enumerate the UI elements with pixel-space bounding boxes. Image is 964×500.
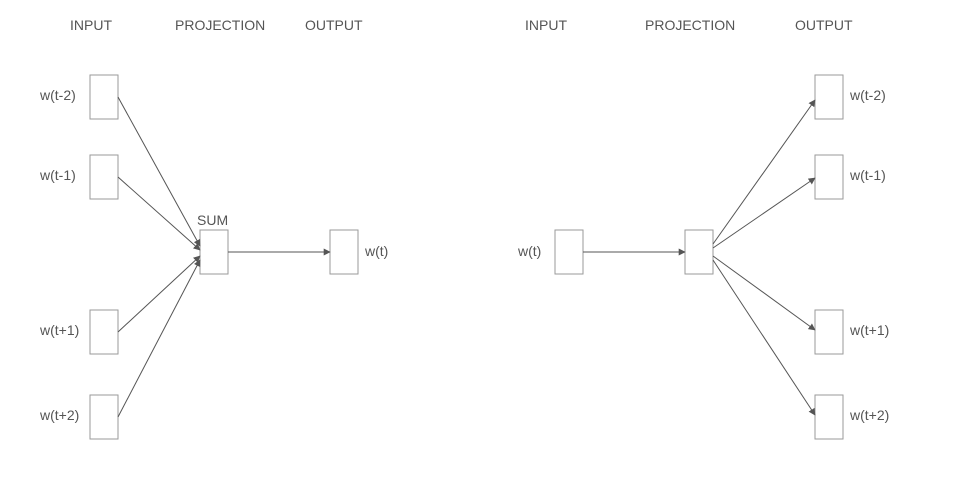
right-edge-1: [713, 178, 815, 248]
right-output-label-3: w(t+2): [849, 407, 889, 423]
left-output-box: [330, 230, 358, 274]
left-output-label: w(t): [364, 243, 388, 259]
right-output-label-0: w(t-2): [849, 87, 886, 103]
left-input-box-2: [90, 310, 118, 354]
right-output-label-2: w(t+1): [849, 322, 889, 338]
left-sum-label: SUM: [197, 212, 228, 228]
left-projection-box: [200, 230, 228, 274]
left-input-label-1: w(t-1): [39, 167, 76, 183]
left-input-label-2: w(t+1): [39, 322, 79, 338]
left-header-output: OUTPUT: [305, 17, 363, 33]
left-edge-0: [118, 97, 200, 246]
right-edge-2: [713, 256, 815, 330]
left-edge-3: [118, 260, 200, 417]
right-edge-3: [713, 260, 815, 415]
right-input-box: [555, 230, 583, 274]
right-input-label: w(t): [517, 243, 541, 259]
right-projection-box: [685, 230, 713, 274]
right-header-input: INPUT: [525, 17, 567, 33]
left-input-box-0: [90, 75, 118, 119]
left-input-label-0: w(t-2): [39, 87, 76, 103]
left-header-projection: PROJECTION: [175, 17, 265, 33]
right-output-label-1: w(t-1): [849, 167, 886, 183]
right-output-box-0: [815, 75, 843, 119]
diagram-canvas: INPUT PROJECTION OUTPUT INPUT PROJECTION…: [0, 0, 964, 500]
right-edge-0: [713, 100, 815, 244]
left-input-box-3: [90, 395, 118, 439]
right-output-box-3: [815, 395, 843, 439]
left-input-box-1: [90, 155, 118, 199]
left-edge-2: [118, 256, 200, 332]
right-output-box-2: [815, 310, 843, 354]
right-output-box-1: [815, 155, 843, 199]
left-input-label-3: w(t+2): [39, 407, 79, 423]
right-header-output: OUTPUT: [795, 17, 853, 33]
left-edge-1: [118, 177, 200, 250]
left-header-input: INPUT: [70, 17, 112, 33]
right-header-projection: PROJECTION: [645, 17, 735, 33]
